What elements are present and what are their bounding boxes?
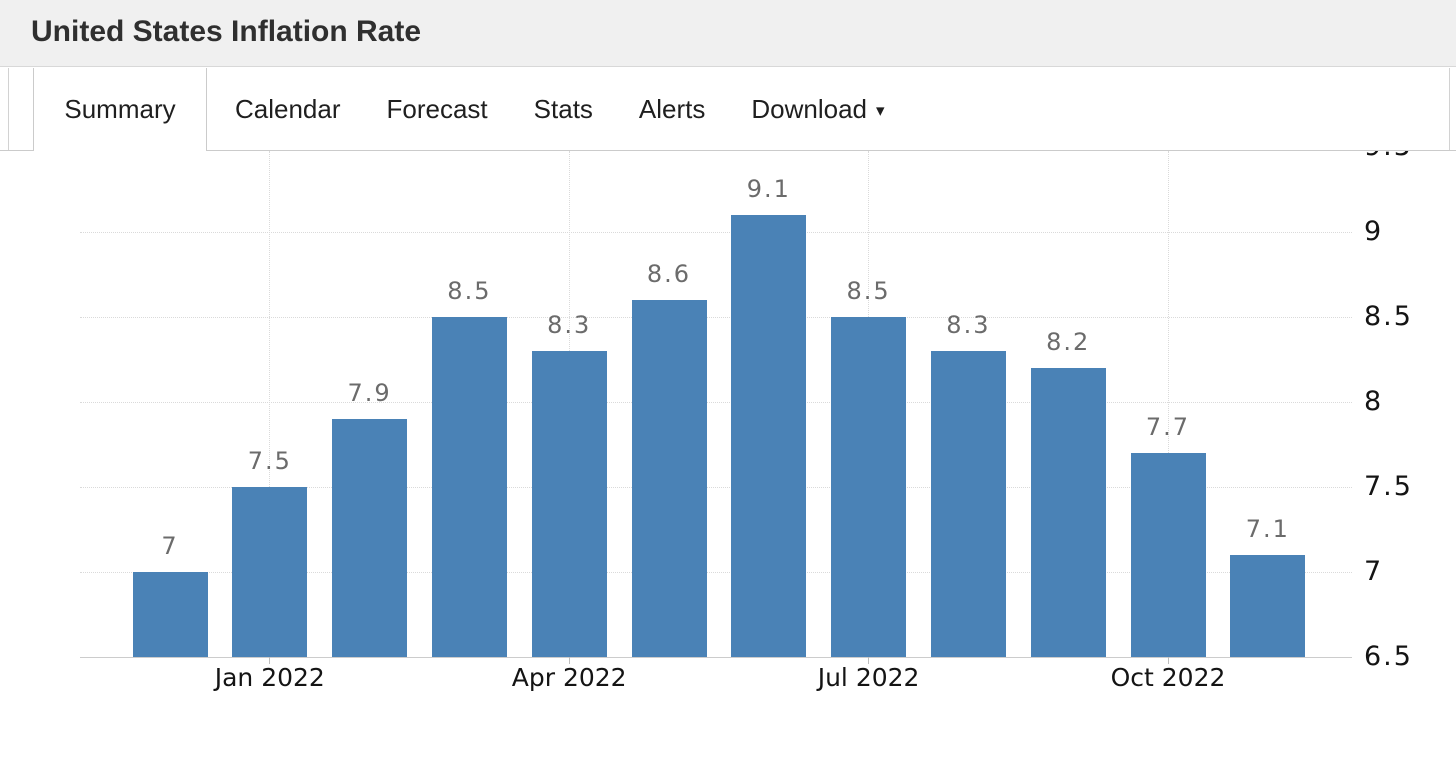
- y-axis-label: 7.5: [1364, 470, 1413, 502]
- gridline-h: [80, 571, 1352, 573]
- tabbar-right-edge-divider: [1449, 68, 1450, 151]
- tab-forecast-label: Forecast: [386, 94, 488, 124]
- tab-list: Summary Calendar Forecast Stats Alerts D…: [33, 68, 908, 151]
- y-axis-label: 8.5: [1364, 300, 1413, 332]
- bar-sep-2022[interactable]: [1030, 367, 1106, 657]
- tab-download-label: Download: [751, 94, 868, 124]
- tab-alerts[interactable]: Alerts: [616, 68, 728, 151]
- bar-feb-2022[interactable]: [332, 418, 408, 657]
- tab-forecast[interactable]: Forecast: [364, 68, 511, 151]
- bar-value-label: 7.5: [247, 446, 292, 475]
- chevron-down-icon: ▾: [876, 101, 885, 120]
- bar-value-label: 8.6: [646, 259, 692, 288]
- page-header: United States Inflation Rate: [0, 0, 1456, 67]
- x-axis-line: [80, 656, 1352, 658]
- bar-jan-2022[interactable]: [232, 486, 308, 657]
- bar-apr-2022[interactable]: [531, 350, 607, 657]
- bar-mar-2022[interactable]: [431, 316, 507, 657]
- bar-may-2022[interactable]: [631, 299, 707, 657]
- bar-dec-2021[interactable]: [132, 571, 208, 657]
- bar-nov-2022[interactable]: [1230, 554, 1306, 657]
- bar-value-label: 8.5: [846, 276, 891, 305]
- bar-aug-2022[interactable]: [930, 350, 1006, 657]
- tab-summary[interactable]: Summary: [33, 68, 207, 151]
- y-axis-label: 9.5: [1364, 151, 1413, 163]
- y-axis-label: 6.5: [1364, 640, 1413, 672]
- x-axis-tick: [1167, 656, 1169, 664]
- y-axis-label: 8: [1364, 385, 1384, 417]
- tab-alerts-label: Alerts: [638, 94, 706, 124]
- x-axis-label: Jul 2022: [817, 663, 920, 692]
- tab-bar: Summary Calendar Forecast Stats Alerts D…: [0, 68, 1456, 151]
- bar-value-label: 8.3: [547, 310, 592, 339]
- tab-summary-label: Summary: [64, 94, 176, 124]
- page-title: United States Inflation Rate: [31, 15, 422, 48]
- y-axis-label: 9: [1364, 215, 1384, 247]
- bar-jul-2022[interactable]: [831, 316, 907, 657]
- x-axis-tick: [568, 656, 570, 664]
- bar-jun-2022[interactable]: [731, 214, 807, 657]
- x-axis-label: Oct 2022: [1110, 663, 1226, 692]
- tab-calendar[interactable]: Calendar: [212, 68, 364, 151]
- bar-value-label: 8.2: [1046, 327, 1091, 356]
- bar-oct-2022[interactable]: [1130, 452, 1206, 657]
- bar-value-label: 7.9: [347, 378, 392, 407]
- tab-stats-label: Stats: [533, 94, 593, 124]
- gridline-v: [1167, 151, 1169, 657]
- tabbar-bottom-border: [0, 150, 1456, 151]
- y-axis-label: 7: [1364, 555, 1384, 587]
- gridline-h: [80, 231, 1352, 233]
- gridline-h: [80, 316, 1352, 318]
- bar-value-label: 7.7: [1145, 412, 1191, 441]
- gridline-h: [80, 486, 1352, 488]
- gridline-v: [269, 151, 271, 657]
- inflation-rate-bar-chart: TRADINGECONOMICS.COM | U.S. BUREAU OF LA…: [0, 151, 1456, 760]
- x-axis-tick: [269, 656, 271, 664]
- bar-value-label: 7: [161, 531, 179, 560]
- x-axis-label: Apr 2022: [511, 663, 627, 692]
- bar-value-label: 8.5: [447, 276, 492, 305]
- tab-download[interactable]: Download ▾: [728, 68, 907, 151]
- bar-value-label: 9.1: [746, 174, 791, 203]
- bar-value-label: 8.3: [946, 310, 991, 339]
- tab-stats[interactable]: Stats: [511, 68, 616, 151]
- tabbar-left-edge-divider: [8, 68, 9, 151]
- bar-value-label: 7.1: [1245, 514, 1290, 543]
- x-axis-label: Jan 2022: [214, 663, 325, 692]
- tab-calendar-label: Calendar: [235, 94, 341, 124]
- x-axis-tick: [868, 656, 870, 664]
- gridline-h: [80, 401, 1352, 403]
